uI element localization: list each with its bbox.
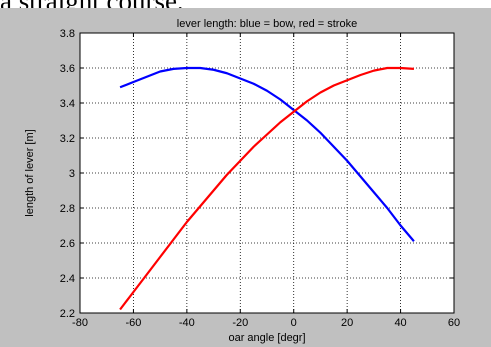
y-axis-label: length of lever [m] (24, 129, 36, 216)
x-tick-label: -40 (179, 317, 195, 329)
tick-labels: -80 -60 -40 -20 0 20 40 60 2.2 2.4 2.6 2.8 3 3.2 3.4 3.… (60, 28, 460, 329)
series-group (119, 66, 415, 311)
y-tick-label: 3.4 (60, 98, 75, 110)
y-tick-label: 2.8 (60, 203, 75, 215)
y-tick-label: 2.2 (60, 308, 75, 320)
y-tick-label: 3.6 (60, 63, 75, 75)
chart-title: lever length: blue = bow, red = stroke (177, 18, 357, 30)
x-axis-label: oar angle [degr] (228, 332, 305, 344)
y-tick-label: 3 (69, 168, 75, 180)
grid (80, 33, 454, 313)
y-tick-label: 2.6 (60, 238, 75, 250)
x-tick-label: 40 (394, 317, 406, 329)
series-line-stroke (119, 66, 415, 311)
ticks (79, 32, 455, 314)
x-tick-label: -80 (72, 317, 88, 329)
series-line-bow (119, 66, 415, 242)
y-tick-label: 2.4 (60, 273, 75, 285)
x-tick-label: 20 (341, 317, 353, 329)
y-tick-label: 3.8 (60, 28, 75, 40)
y-tick-label: 3.2 (60, 133, 75, 145)
x-tick-label: -20 (232, 317, 248, 329)
x-tick-label: 0 (291, 317, 297, 329)
x-tick-label: -60 (125, 317, 141, 329)
x-tick-label: 60 (448, 317, 460, 329)
